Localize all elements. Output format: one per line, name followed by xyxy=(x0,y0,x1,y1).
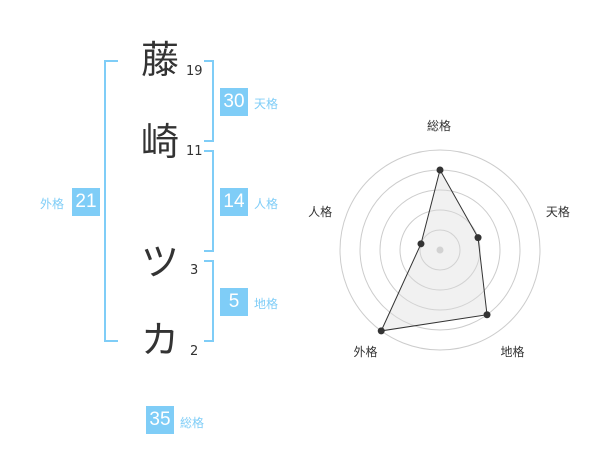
stroke-count: 11 xyxy=(186,144,203,159)
gaikaku-value: 21 xyxy=(72,188,100,216)
grid-circle xyxy=(339,149,541,351)
soukaku-label: 総格 xyxy=(180,416,205,430)
gaikaku-label: 外格 xyxy=(40,197,65,211)
data-point xyxy=(474,234,482,242)
chikaku-label: 地格 xyxy=(254,297,279,311)
axis-label: 地格 xyxy=(500,345,525,360)
axis-label: 外格 xyxy=(353,345,378,360)
data-point xyxy=(377,327,385,335)
gaikaku-bracket xyxy=(104,60,118,342)
center-dot xyxy=(436,246,444,254)
data-point xyxy=(483,311,491,319)
stroke-count: 2 xyxy=(190,344,199,359)
tenkaku-label: 天格 xyxy=(254,97,279,111)
stroke-count: 3 xyxy=(190,263,199,278)
tenkaku-bracket xyxy=(204,60,214,142)
stroke-count: 19 xyxy=(186,64,203,79)
jinkaku-bracket xyxy=(204,150,214,252)
axis-label: 人格 xyxy=(308,205,333,220)
chikaku-bracket xyxy=(204,260,214,342)
radar-area xyxy=(380,168,488,332)
soukaku-value: 35 xyxy=(146,406,174,434)
jinkaku-value: 14 xyxy=(220,188,248,216)
jinkaku-label: 人格 xyxy=(254,197,279,211)
name-char: カ xyxy=(140,318,179,362)
grid-circle xyxy=(419,229,461,271)
axis-label: 天格 xyxy=(545,205,570,220)
grid-circle xyxy=(379,189,501,311)
chikaku-value: 5 xyxy=(220,288,248,316)
name-char: 崎 xyxy=(140,120,179,164)
tenkaku-value: 30 xyxy=(220,88,248,116)
name-char: 藤 xyxy=(140,38,179,82)
axis-label: 総格 xyxy=(427,119,452,133)
data-point xyxy=(436,166,444,174)
name-char: ツ xyxy=(140,240,179,284)
grid-circle xyxy=(399,209,481,291)
data-point xyxy=(417,240,425,248)
